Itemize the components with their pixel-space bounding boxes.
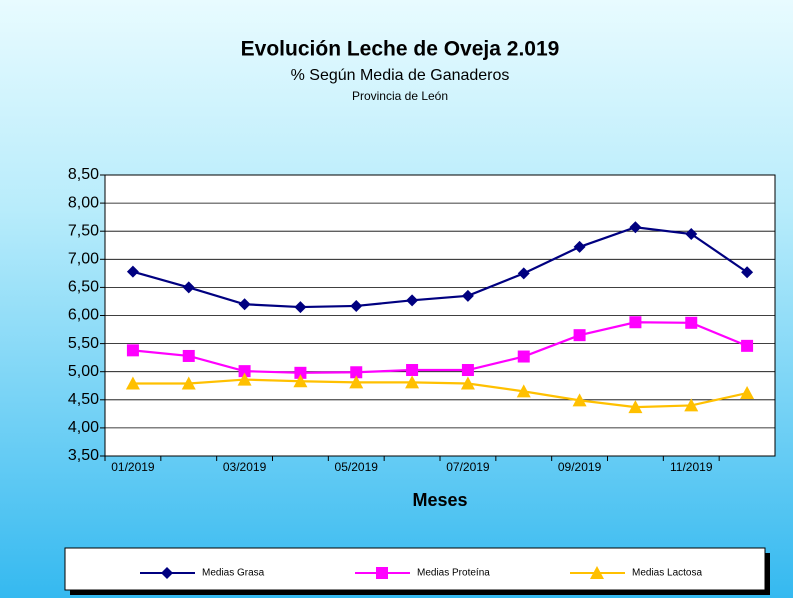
chart-subtitle: Provincia de León (352, 89, 448, 103)
y-tick-label: 7,00 (68, 251, 99, 268)
marker (461, 289, 474, 302)
marker (405, 375, 420, 389)
marker (349, 375, 364, 389)
marker (741, 339, 754, 352)
y-tick-label: 8,00 (68, 194, 99, 211)
marker (182, 281, 195, 294)
legend-label: Medias Lactosa (632, 568, 702, 579)
x-axis-label: Meses (412, 490, 467, 510)
marker (517, 350, 530, 363)
x-tick-label: 01/2019 (111, 460, 155, 474)
marker (294, 301, 307, 314)
marker (572, 393, 587, 407)
y-tick-label: 4,00 (68, 419, 99, 436)
marker (406, 364, 419, 377)
y-tick-label: 5,00 (68, 363, 99, 380)
y-tick-label: 5,50 (68, 335, 99, 352)
chart-title: Evolución Leche de Oveja 2.019 (241, 38, 560, 61)
marker (590, 566, 604, 579)
marker (181, 376, 196, 390)
marker (237, 372, 252, 386)
marker (126, 344, 139, 357)
y-tick-label: 6,00 (68, 307, 99, 324)
marker (629, 316, 642, 329)
y-tick-label: 8,50 (68, 166, 99, 183)
marker (629, 221, 642, 234)
marker (741, 266, 754, 279)
chart-subtitle: % Según Media de Ganaderos (291, 67, 510, 84)
marker (126, 265, 139, 278)
y-tick-label: 3,50 (68, 447, 99, 464)
x-tick-label: 09/2019 (558, 460, 602, 474)
marker (161, 567, 173, 579)
marker (573, 329, 586, 342)
series-line (132, 226, 748, 309)
marker (740, 386, 755, 400)
marker (350, 299, 363, 312)
marker (350, 366, 363, 379)
y-tick-label: 7,50 (68, 222, 99, 239)
marker (294, 366, 307, 379)
marker (406, 294, 419, 307)
series-line (132, 321, 748, 374)
marker (517, 267, 530, 280)
marker (461, 364, 474, 377)
series-line (132, 378, 748, 409)
marker (685, 316, 698, 329)
legend-label: Medias Grasa (202, 568, 265, 579)
y-tick-label: 6,50 (68, 279, 99, 296)
y-tick-label: 4,50 (68, 391, 99, 408)
marker (684, 398, 699, 412)
x-tick-label: 05/2019 (335, 460, 379, 474)
legend-label: Medias Proteína (417, 568, 490, 579)
marker (460, 376, 475, 390)
x-tick-label: 03/2019 (223, 460, 267, 474)
marker (516, 384, 531, 398)
x-tick-label: 11/2019 (670, 460, 713, 474)
x-tick-label: 07/2019 (446, 460, 490, 474)
marker (182, 349, 195, 362)
marker (376, 567, 388, 579)
marker (628, 400, 643, 414)
marker (238, 365, 251, 378)
marker (238, 298, 251, 311)
marker (685, 228, 698, 241)
marker (293, 374, 308, 388)
marker (573, 240, 586, 253)
marker (125, 376, 140, 390)
legend (64, 547, 766, 591)
